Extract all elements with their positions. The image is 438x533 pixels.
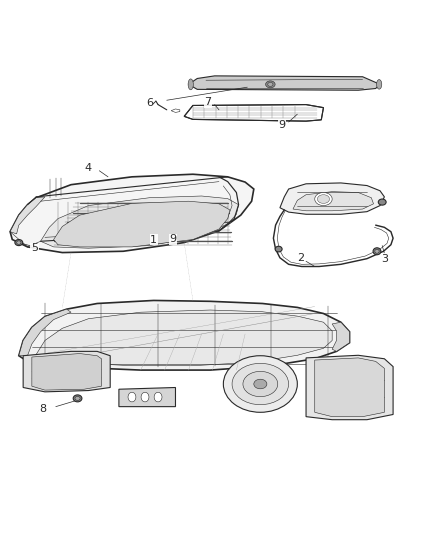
Ellipse shape — [254, 379, 267, 389]
Polygon shape — [119, 387, 176, 407]
Text: 9: 9 — [279, 120, 286, 130]
Polygon shape — [23, 351, 110, 392]
Polygon shape — [10, 174, 254, 253]
Ellipse shape — [15, 239, 23, 246]
Ellipse shape — [223, 356, 297, 413]
Ellipse shape — [373, 248, 381, 255]
Polygon shape — [332, 322, 350, 351]
Ellipse shape — [275, 246, 282, 252]
Polygon shape — [315, 358, 385, 417]
Text: 4: 4 — [85, 163, 92, 173]
Text: 2: 2 — [297, 253, 304, 263]
Text: 7: 7 — [205, 97, 212, 107]
Polygon shape — [184, 104, 323, 121]
Text: 9: 9 — [170, 234, 177, 244]
Text: 6: 6 — [146, 98, 153, 108]
Ellipse shape — [377, 79, 382, 89]
Ellipse shape — [188, 79, 193, 90]
Polygon shape — [171, 109, 180, 112]
Ellipse shape — [375, 249, 379, 253]
Ellipse shape — [128, 392, 136, 402]
Polygon shape — [280, 183, 385, 214]
Polygon shape — [19, 301, 350, 370]
Ellipse shape — [318, 195, 329, 204]
Ellipse shape — [268, 83, 273, 86]
Polygon shape — [306, 356, 393, 419]
Polygon shape — [53, 201, 230, 247]
Polygon shape — [19, 309, 71, 356]
Ellipse shape — [243, 372, 278, 397]
Polygon shape — [36, 310, 332, 366]
Ellipse shape — [315, 192, 332, 206]
Ellipse shape — [141, 392, 149, 402]
Polygon shape — [41, 196, 239, 248]
Polygon shape — [188, 76, 380, 90]
Ellipse shape — [17, 241, 21, 244]
Ellipse shape — [75, 397, 80, 400]
Ellipse shape — [265, 81, 275, 88]
Ellipse shape — [154, 392, 162, 402]
Ellipse shape — [378, 199, 386, 205]
Text: 3: 3 — [381, 254, 388, 264]
Text: 1: 1 — [150, 235, 157, 245]
Polygon shape — [293, 192, 374, 211]
Polygon shape — [32, 353, 102, 390]
Polygon shape — [10, 197, 45, 234]
Text: 8: 8 — [39, 404, 46, 414]
Ellipse shape — [232, 364, 289, 405]
Ellipse shape — [73, 395, 82, 402]
Text: 5: 5 — [31, 243, 38, 253]
